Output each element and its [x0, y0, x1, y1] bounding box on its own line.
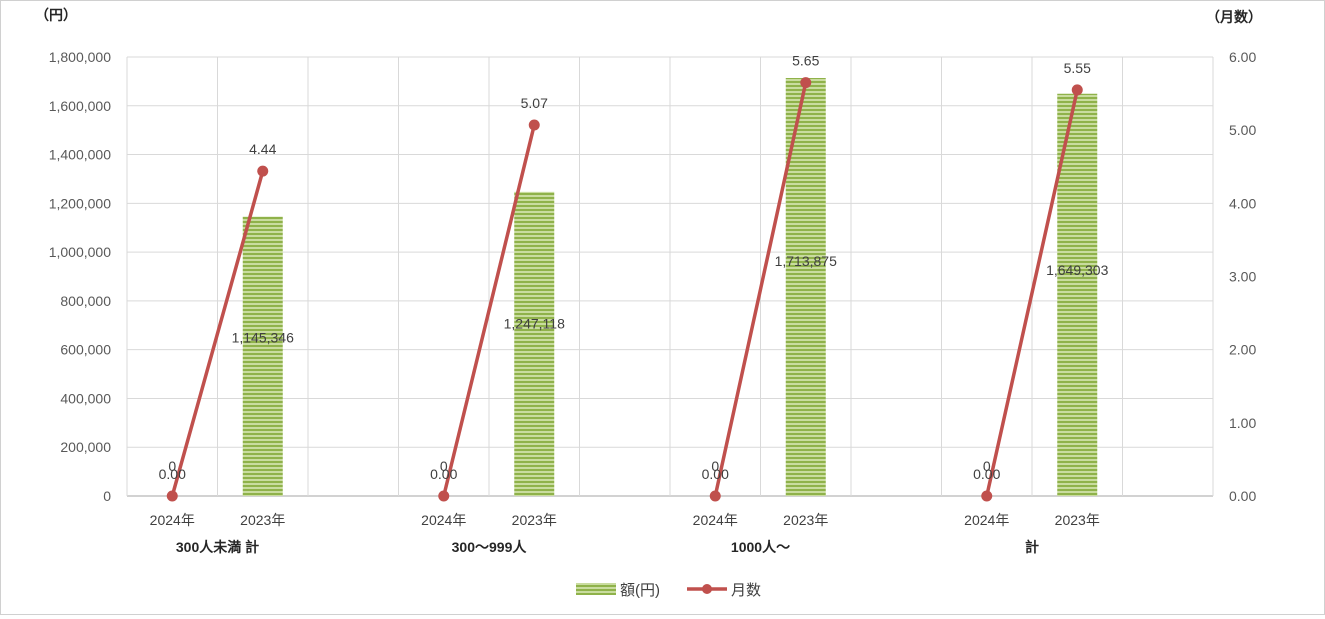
y-right-tick-label: 6.00 [1229, 49, 1256, 65]
y-left-tick-label: 800,000 [60, 293, 111, 309]
x-axis: 2024年 2023年 300人未満 計 2024年 2023年 300～999人 2024… [150, 512, 1100, 555]
line-value-label: 0.00 [430, 466, 457, 482]
bar-value-label: 0 [711, 458, 719, 474]
y-left-tick-label: 600,000 [60, 342, 111, 358]
legend-bar-swatch [576, 583, 616, 595]
y-left-tick-label: 1,200,000 [49, 195, 111, 211]
y-left-tick-label: 1,600,000 [49, 98, 111, 114]
y-right-tick-label: 3.00 [1229, 269, 1256, 285]
x-category-label: 2023年 [1055, 512, 1100, 528]
line-point [257, 165, 269, 177]
data-labels: 0 1,145,346 0.00 4.44 0 1,247,118 0.00 5.07 0 1,7… [159, 53, 1109, 482]
line-segment [985, 89, 1079, 497]
y-right-tick-label: 1.00 [1229, 415, 1256, 431]
line-point [981, 490, 993, 502]
x-category-label: 2024年 [693, 512, 738, 528]
line-series [166, 77, 1083, 502]
y-right-tick-label: 4.00 [1229, 195, 1256, 211]
line-segment [170, 170, 265, 497]
right-y-axis: 0.00 1.00 2.00 3.00 4.00 5.00 6.00 [1229, 49, 1256, 504]
bar-value-label: 1,649,303 [1046, 262, 1108, 278]
line-segment [713, 82, 808, 497]
line-point [528, 119, 540, 131]
bar-value-label: 0 [168, 458, 176, 474]
line-point [709, 490, 721, 502]
y-left-tick-label: 1,400,000 [49, 147, 111, 163]
y-left-tick-label: 0 [103, 488, 111, 504]
x-category-label: 2023年 [783, 512, 828, 528]
x-category-label: 2023年 [512, 512, 557, 528]
bar-value-label: 1,145,346 [232, 329, 294, 345]
x-category-label: 2023年 [240, 512, 285, 528]
line-point [438, 490, 450, 502]
line-point [1071, 84, 1083, 96]
line-value-label: 5.65 [792, 53, 819, 69]
grid-lines [126, 56, 1214, 497]
x-group-label: 計 [1025, 539, 1039, 555]
bar [514, 191, 555, 496]
y-right-tick-label: 5.00 [1229, 122, 1256, 138]
bar-value-label: 1,713,875 [775, 253, 837, 269]
line-point [166, 490, 178, 502]
y-right-tick-label: 0.00 [1229, 488, 1256, 504]
y-left-tick-label: 1,000,000 [49, 244, 111, 260]
bar [242, 216, 283, 496]
line-value-label: 4.44 [249, 141, 276, 157]
line-value-label: 5.55 [1064, 60, 1091, 76]
y-left-tick-label: 1,800,000 [49, 49, 111, 65]
line-value-label: 0.00 [973, 466, 1000, 482]
line-value-label: 0.00 [159, 466, 186, 482]
y-right-tick-label: 2.00 [1229, 342, 1256, 358]
line-value-label: 5.07 [521, 95, 548, 111]
legend-line-marker [702, 584, 712, 594]
bar [1057, 93, 1098, 496]
x-group-label: 300人未満 計 [176, 539, 259, 555]
x-category-label: 2024年 [421, 512, 466, 528]
line-value-label: 0.00 [702, 466, 729, 482]
left-axis-unit: （円） [35, 7, 77, 23]
x-group-label: 300～999人 [452, 539, 528, 555]
legend-bar-label: 額(円) [620, 582, 660, 599]
x-group-label: 1000人～ [731, 539, 790, 555]
y-left-tick-label: 400,000 [60, 390, 111, 406]
left-y-axis: 0 200,000 400,000 600,000 800,000 1,000,000 1,… [49, 49, 112, 504]
legend[interactable]: 額(円) 月数 [576, 582, 761, 599]
x-category-label: 2024年 [964, 512, 1009, 528]
bar-value-label: 0 [440, 458, 448, 474]
bar-value-label: 1,247,118 [504, 316, 565, 332]
bar-series [242, 78, 1098, 496]
x-category-label: 2024年 [150, 512, 195, 528]
line-segment [442, 124, 536, 497]
y-left-tick-label: 200,000 [60, 439, 111, 455]
right-axis-unit: （月数） [1206, 9, 1262, 25]
line-point [800, 77, 812, 89]
bar-value-label: 0 [983, 458, 991, 474]
legend-line-label: 月数 [731, 582, 761, 599]
